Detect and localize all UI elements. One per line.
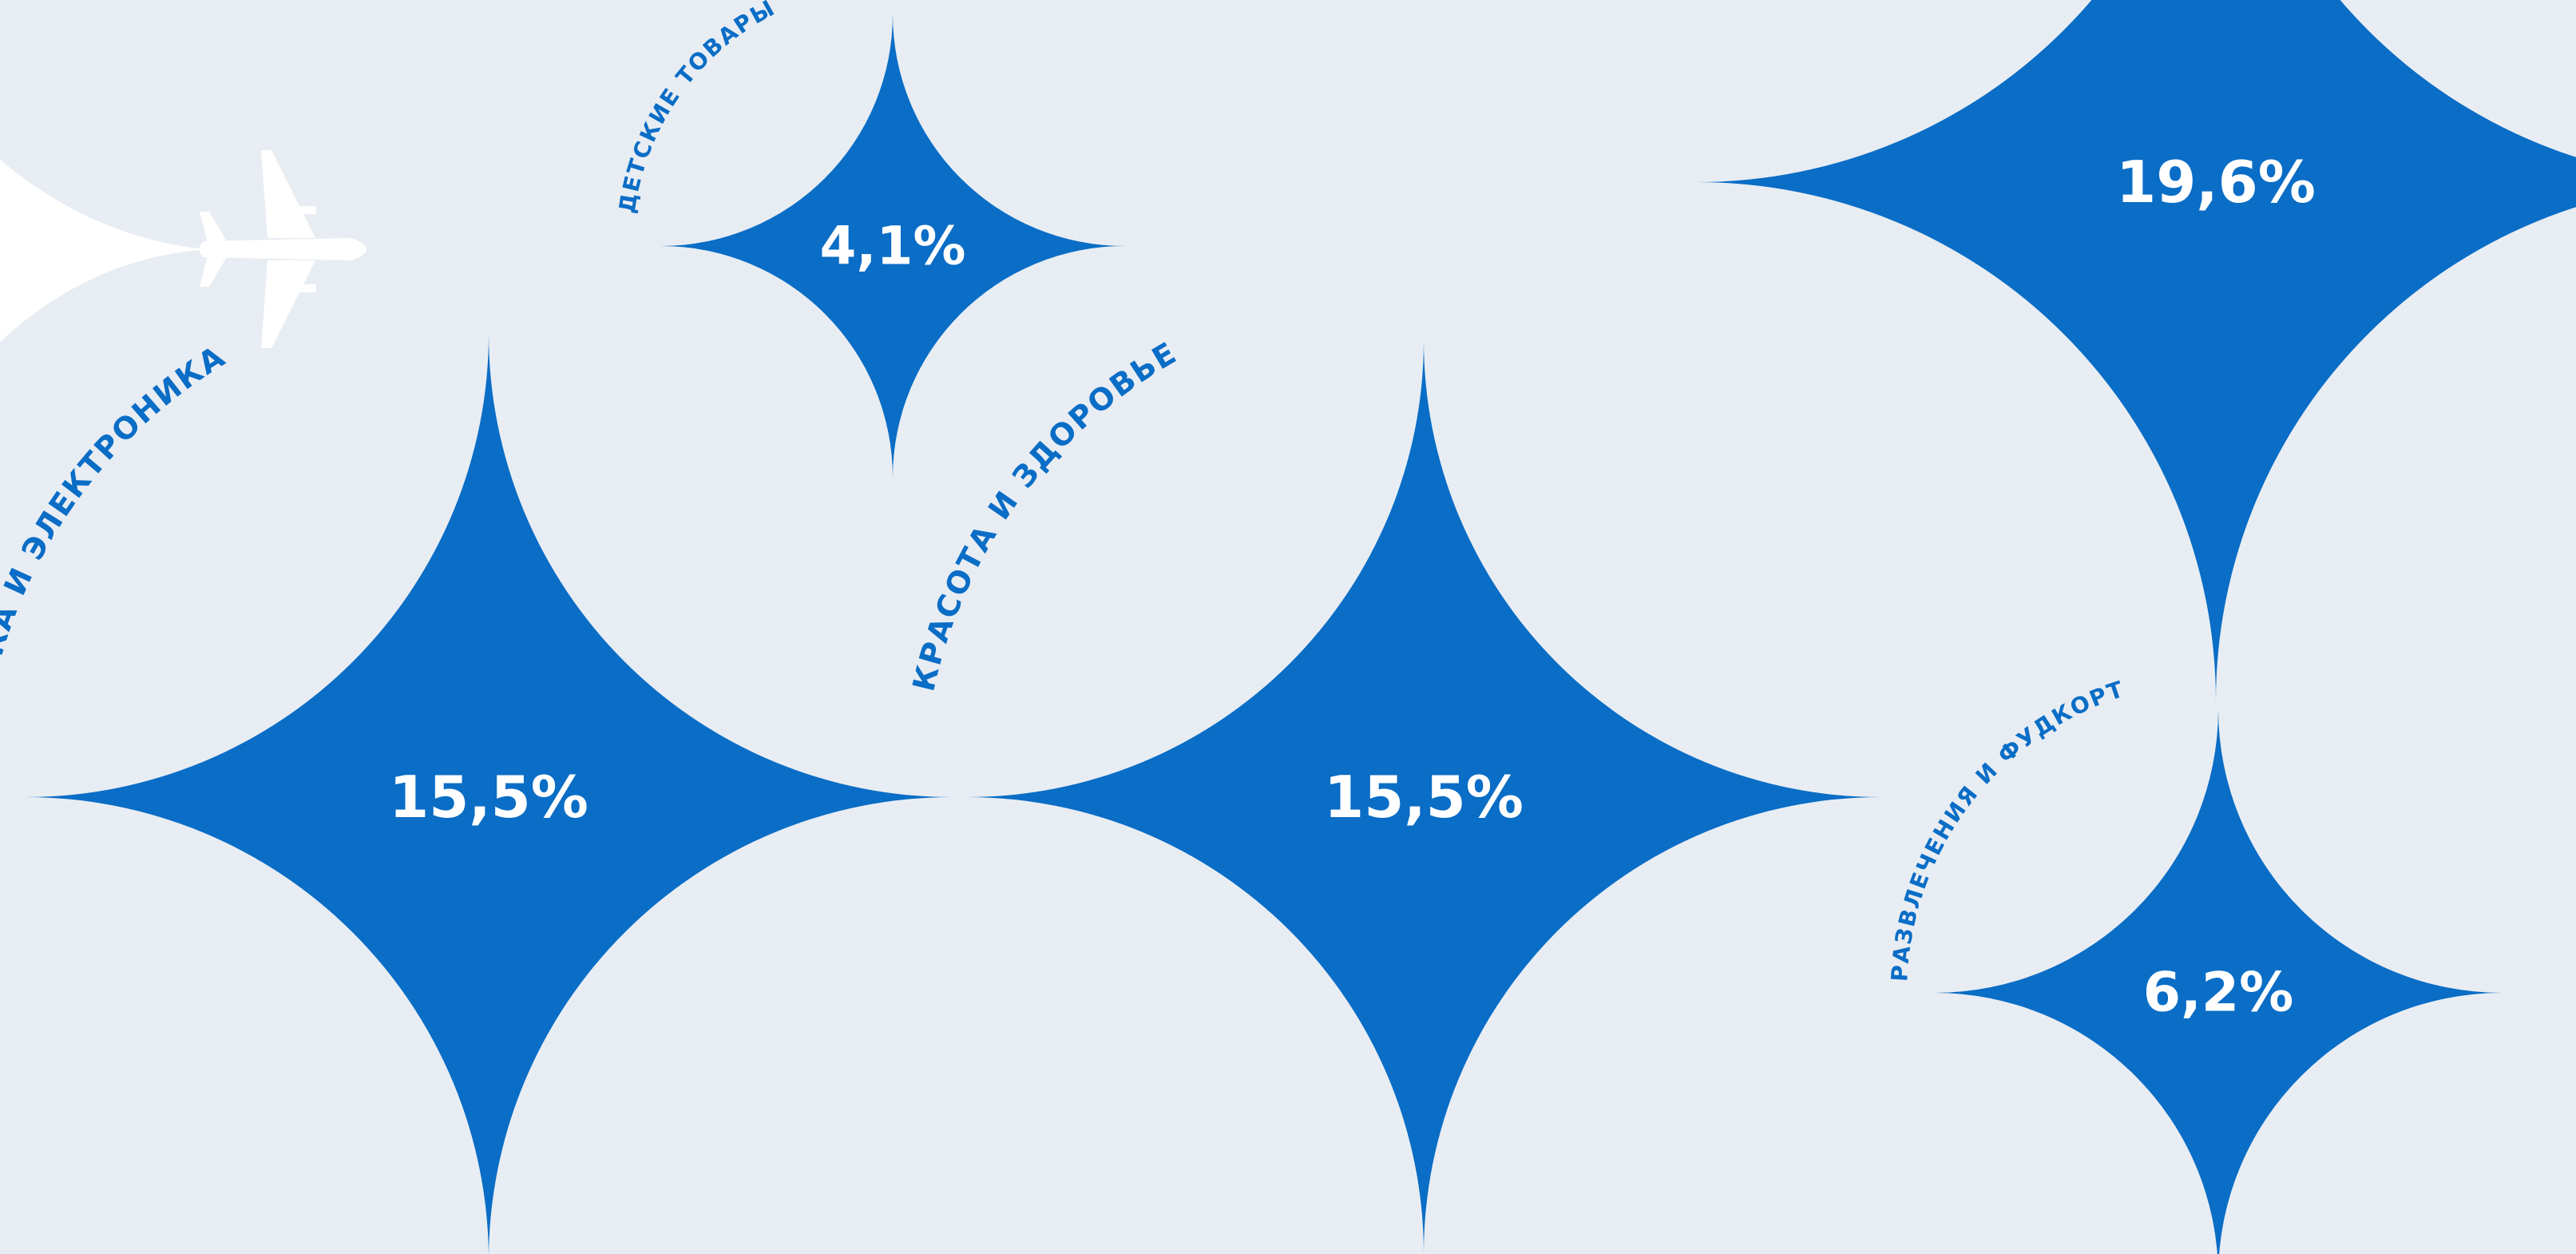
star-shape-1	[26, 334, 952, 1254]
decor-layer	[0, 150, 367, 348]
category-label-5: РАЗВЛЕЧЕНИЯ И ФУДКОРТ	[1886, 676, 2128, 982]
value-label-5: 6,2%	[2143, 962, 2294, 1025]
value-label-3: 15,5%	[1324, 764, 1524, 831]
star-shape-5	[1935, 709, 2502, 1254]
airplane-icon	[199, 150, 367, 348]
value-label-4: 19,6%	[2116, 149, 2316, 216]
value-label-1: 15,5%	[389, 764, 589, 831]
star-shape-4	[1697, 0, 2576, 701]
plane-trail	[0, 160, 208, 342]
category-label-3: КРАСОТА И ЗДОРОВЬЕ	[906, 335, 1183, 694]
category-label-2: ДЕТСКИЕ ТОВАРЫ	[613, 0, 779, 215]
star-shape-2	[661, 14, 1124, 478]
stars-layer	[26, 0, 2576, 1254]
value-label-2: 4,1%	[819, 216, 965, 277]
category-label-1: ТЕХНИКА И ЭЛЕКТРОНИКА	[0, 339, 232, 780]
star-shape-3	[967, 340, 1880, 1254]
